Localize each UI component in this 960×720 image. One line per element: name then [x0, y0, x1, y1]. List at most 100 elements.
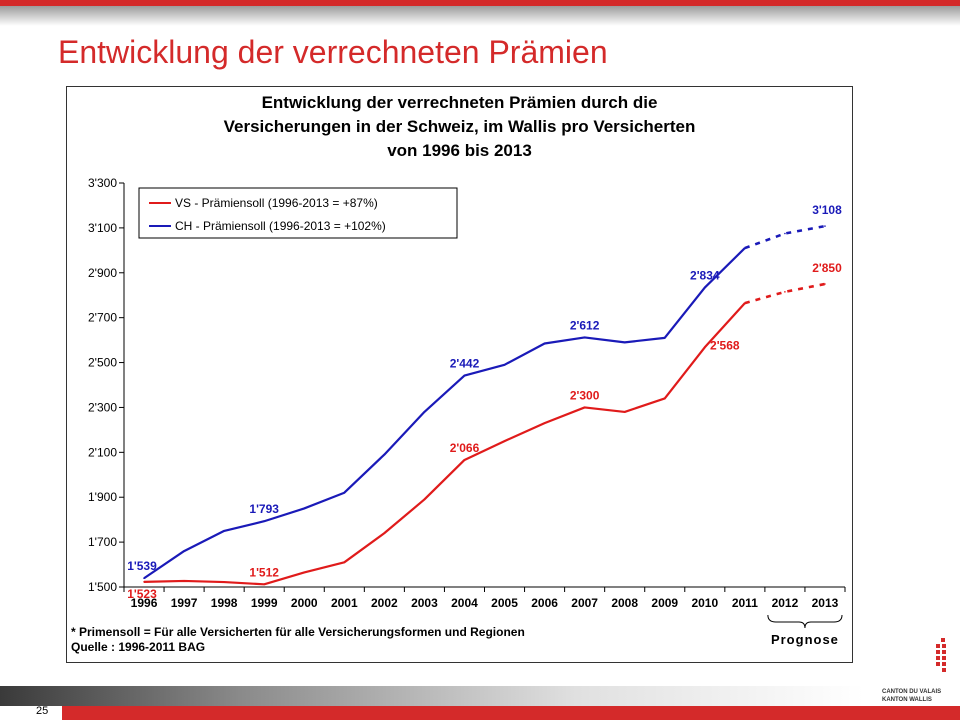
data-label: 2'568	[710, 338, 740, 352]
data-point	[143, 581, 145, 583]
data-point	[663, 397, 666, 400]
y-tick-label: 1'900	[88, 490, 117, 504]
data-point	[463, 374, 466, 377]
x-tick-label: 2012	[772, 596, 799, 610]
chart-title: Entwicklung der verrechneten Prämien dur…	[67, 91, 852, 163]
x-tick-label: 2007	[571, 596, 598, 610]
data-label: 3'108	[812, 203, 842, 217]
data-point	[223, 530, 225, 532]
footnote-line-1: * Primensoll = Für alle Versicherten für…	[71, 625, 525, 639]
y-tick-label: 2'300	[88, 400, 117, 414]
logo-line-1: CANTON DU VALAIS	[882, 689, 942, 695]
x-tick-label: 2011	[732, 596, 758, 610]
x-tick-label: 1999	[251, 596, 278, 610]
data-point	[263, 520, 265, 523]
data-point	[543, 422, 546, 424]
line-chart: 1'500 1'700 1'900 2'100 2'300 2'500 2'700 2'900…	[88, 176, 846, 647]
bottom-red-stripe	[62, 706, 960, 720]
x-tick-label: 2013	[812, 596, 839, 610]
forecast-label: Prognose	[771, 632, 839, 647]
data-label: 2'612	[570, 318, 600, 332]
data-label: 1'539	[127, 559, 157, 573]
x-tick-label: 1996	[131, 596, 158, 610]
data-point	[263, 583, 265, 586]
chart-footnote: * Primensoll = Für alle Versicherten für…	[71, 625, 525, 655]
data-point	[784, 232, 786, 235]
y-tick-label: 3'100	[88, 221, 117, 235]
y-tick-label: 2'700	[88, 311, 117, 325]
data-point	[423, 498, 426, 501]
y-tick-label: 2'500	[88, 356, 117, 370]
series-forecast-line-ch	[744, 224, 826, 250]
data-point	[704, 286, 706, 289]
data-point	[623, 411, 626, 413]
x-tick-label: 2010	[691, 596, 718, 610]
x-tick-label: 2002	[371, 596, 398, 610]
data-point	[543, 342, 546, 345]
top-decor-bar	[0, 0, 960, 26]
legend-label: CH - Prämiensoll (1996-2013 = +102%)	[175, 219, 386, 233]
legend-label: VS - Prämiensoll (1996-2013 = +87%)	[175, 196, 378, 210]
data-label: 1'523	[127, 587, 157, 601]
top-red-stripe	[0, 0, 960, 6]
data-point	[303, 571, 306, 574]
chart-title-line-3: von 1996 bis 2013	[387, 141, 532, 160]
data-point	[583, 406, 586, 409]
x-tick-label: 2006	[531, 596, 558, 610]
chart-frame: Entwicklung der verrechneten Prämien dur…	[66, 86, 853, 663]
x-tick-label: 2005	[491, 596, 518, 610]
series-forecast-line-vs	[744, 282, 826, 305]
data-point	[704, 346, 706, 349]
x-tick-label: 2003	[411, 596, 438, 610]
x-tick-label: 2004	[451, 596, 478, 610]
data-point	[744, 247, 746, 249]
x-tick-label: 2008	[611, 596, 638, 610]
bottom-decor-bar	[0, 686, 960, 720]
series-line-ch	[143, 247, 746, 580]
data-point	[824, 283, 826, 285]
data-point	[463, 459, 466, 461]
bottom-gray-gradient	[0, 686, 960, 706]
data-label: 2'834	[690, 269, 720, 283]
data-point	[343, 491, 346, 494]
data-label: 2'300	[570, 388, 600, 402]
y-tick-label: 3'300	[88, 176, 117, 190]
data-point	[663, 337, 666, 339]
y-tick-label: 2'900	[88, 266, 117, 280]
logo-line-2: KANTON WALLIS	[882, 697, 932, 703]
data-point	[303, 507, 306, 510]
footnote-line-2: Quelle : 1996-2011 BAG	[71, 640, 206, 654]
data-point	[784, 291, 786, 293]
data-point	[503, 364, 506, 366]
data-label: 1'793	[249, 502, 279, 516]
data-point	[383, 532, 386, 534]
y-tick-label: 1'700	[88, 535, 117, 549]
chart-title-line-2: Versicherungen in der Schweiz, im Wallis…	[223, 117, 696, 136]
data-label: 2'850	[812, 261, 842, 275]
chart-title-line-1: Entwicklung der verrechneten Prämien dur…	[261, 93, 658, 112]
data-label: 2'066	[450, 441, 480, 455]
data-point	[183, 550, 185, 552]
x-tick-label: 1998	[211, 596, 238, 610]
x-tick-label: 2000	[291, 596, 318, 610]
data-label: 2'442	[450, 357, 480, 371]
forecast-brace	[767, 614, 843, 629]
x-tick-label: 1997	[171, 596, 198, 610]
slide-title: Entwicklung der verrechneten Prämien	[58, 34, 608, 70]
legend-box	[138, 187, 458, 239]
x-tick-label: 2009	[651, 596, 678, 610]
y-tick-label: 1'500	[88, 580, 117, 594]
data-point	[623, 341, 626, 344]
data-point	[824, 225, 826, 227]
data-point	[583, 336, 586, 339]
data-point	[744, 302, 746, 304]
series-line-vs	[144, 302, 746, 586]
data-point	[223, 581, 225, 583]
data-label: 1'512	[249, 565, 279, 579]
top-gray-gradient	[0, 6, 960, 26]
data-point	[143, 577, 145, 580]
canton-logo-icon	[936, 638, 946, 672]
data-point	[183, 580, 185, 582]
data-point	[503, 440, 506, 442]
data-point	[383, 453, 386, 456]
